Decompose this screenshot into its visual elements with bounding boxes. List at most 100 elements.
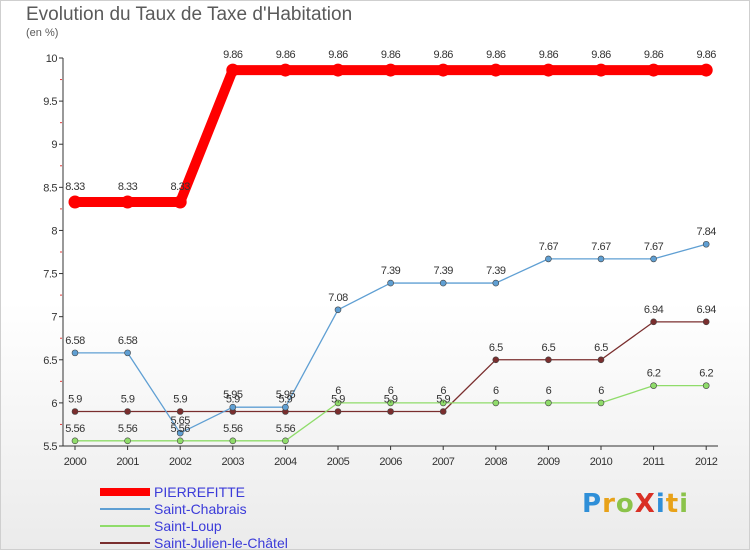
data-point	[124, 437, 131, 445]
data-point	[71, 349, 79, 357]
legend-item: Saint-Chabrais	[100, 501, 360, 518]
data-point	[226, 63, 240, 77]
x-tick-label: 2008	[485, 456, 508, 468]
data-label: 6.5	[489, 342, 503, 354]
data-label: 7.39	[433, 265, 453, 277]
data-point	[124, 408, 131, 415]
data-point	[173, 195, 187, 209]
data-point	[334, 306, 342, 314]
data-label: 9.86	[644, 49, 664, 61]
data-point	[278, 63, 292, 77]
logo-letter: i	[655, 489, 666, 519]
data-label: 5.56	[223, 423, 243, 435]
x-tick-label: 2001	[116, 456, 139, 468]
chart-title: Evolution du Taux de Taxe d'Habitation	[26, 4, 353, 25]
data-point	[545, 356, 552, 364]
data-point	[492, 356, 500, 364]
data-point	[545, 399, 552, 407]
data-label: 6.58	[65, 335, 85, 347]
x-tick-label: 2006	[379, 456, 402, 468]
data-point	[176, 408, 184, 415]
data-label: 9.86	[696, 49, 716, 61]
legend-swatch	[100, 508, 150, 510]
logo-letter: P	[582, 489, 603, 519]
legend-label: Saint-Chabrais	[154, 501, 247, 517]
data-point	[647, 63, 661, 77]
y-tick-label: 8	[51, 225, 57, 237]
legend-item: PIERREFITTE	[100, 484, 360, 501]
data-label: 6.5	[542, 342, 556, 354]
logo-letter: r	[602, 489, 616, 519]
y-tick-label: 9	[51, 139, 57, 151]
y-tick-label: 7	[51, 312, 57, 324]
data-point	[492, 399, 500, 407]
legend-label: Saint-Julien-le-Châtel	[154, 535, 288, 551]
data-point	[68, 195, 82, 209]
x-tick-label: 2012	[695, 456, 718, 468]
data-label: 7.67	[539, 241, 559, 253]
y-tick-label: 10	[46, 53, 58, 65]
data-label: 5.9	[121, 394, 135, 406]
data-label: 5.95	[276, 389, 296, 401]
x-tick-label: 2004	[274, 456, 297, 468]
data-label: 5.9	[173, 394, 187, 406]
data-label: 5.56	[118, 423, 138, 435]
data-point	[121, 195, 135, 209]
data-point	[492, 279, 500, 287]
data-label: 7.67	[644, 241, 664, 253]
legend-label: Saint-Loup	[154, 518, 222, 534]
data-label: 9.86	[328, 49, 348, 61]
data-label: 5.9	[384, 394, 398, 406]
data-point	[702, 382, 710, 389]
x-tick-label: 2007	[432, 456, 455, 468]
data-point	[331, 63, 345, 77]
y-tick-label: 7.5	[43, 269, 57, 281]
data-point	[436, 63, 450, 77]
data-label: 5.9	[226, 394, 240, 406]
logo-letter: X	[634, 489, 656, 519]
data-label: 6.2	[647, 368, 661, 380]
data-point	[650, 318, 657, 326]
data-label: 9.86	[539, 49, 559, 61]
data-label: 5.95	[223, 389, 243, 401]
data-point	[124, 349, 131, 357]
x-tick-label: 2011	[643, 456, 665, 468]
data-point	[387, 399, 394, 407]
data-point	[176, 429, 184, 437]
data-label: 5.65	[170, 415, 190, 427]
data-point	[702, 318, 710, 326]
chart-subtitle: (en %)	[26, 27, 59, 39]
data-label: 6	[598, 385, 604, 397]
data-point	[650, 382, 657, 389]
data-label: 5.9	[436, 394, 450, 406]
data-point	[489, 63, 503, 77]
data-label: 7.08	[328, 292, 348, 304]
x-tick-label: 2010	[590, 456, 613, 468]
data-label: 6	[493, 385, 499, 397]
data-label: 6.2	[699, 368, 713, 380]
legend-swatch	[100, 488, 150, 496]
y-tick-label: 8.5	[43, 182, 57, 194]
data-point	[597, 356, 605, 364]
data-point	[229, 437, 237, 445]
chart-legend: PIERREFITTE Saint-Chabrais Saint-Loup Saint…	[100, 484, 360, 552]
data-point	[702, 240, 710, 248]
data-point	[282, 403, 289, 411]
x-tick-label: 2002	[169, 456, 192, 468]
data-label: 9.86	[223, 49, 243, 61]
x-tick-label: 2005	[327, 456, 350, 468]
data-label: 9.86	[381, 49, 401, 61]
data-label: 6.5	[594, 342, 608, 354]
y-tick-label: 6.5	[43, 355, 57, 367]
data-label: 6	[335, 385, 341, 397]
data-point	[650, 255, 657, 263]
proxiti-logo: ProXiti	[582, 489, 689, 519]
legend-item: Saint-Loup	[100, 518, 360, 535]
data-label: 7.39	[486, 265, 506, 277]
data-point	[384, 63, 398, 77]
data-point	[176, 437, 184, 445]
data-point	[282, 437, 289, 445]
x-tick-label: 2003	[222, 456, 245, 468]
